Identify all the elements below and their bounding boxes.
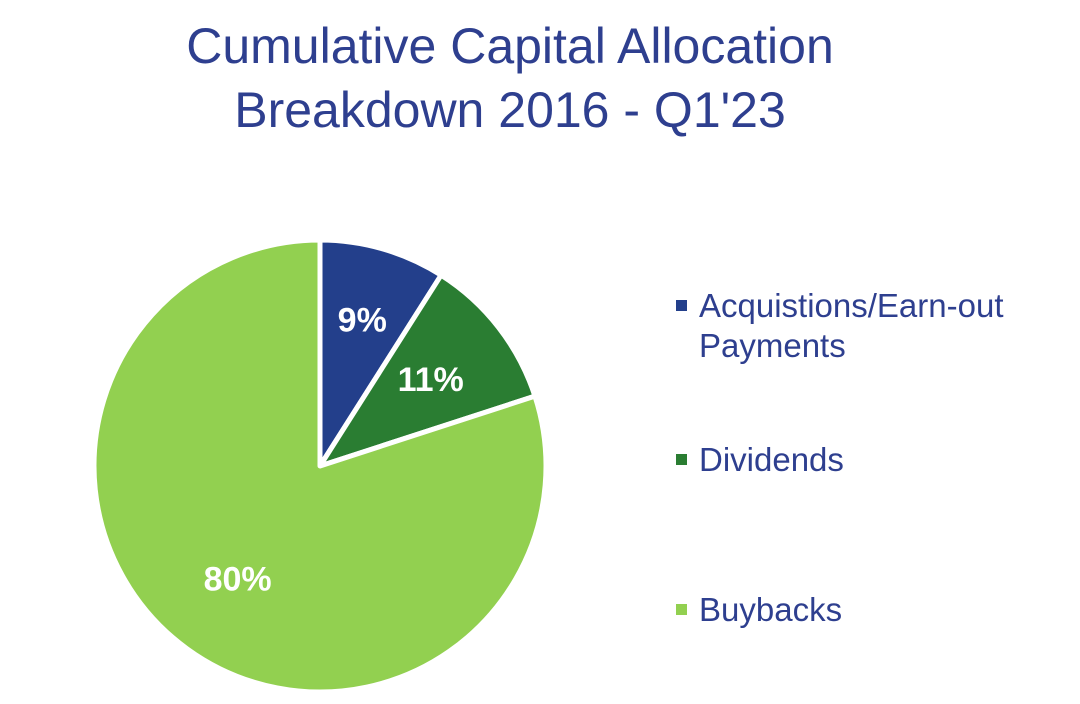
legend-swatch-acquisitions xyxy=(676,300,687,311)
data-label-acquisitions: 9% xyxy=(338,302,387,340)
data-label-dividends: 11% xyxy=(398,361,464,399)
pie-slice-buybacks xyxy=(91,237,549,695)
legend-label-acquisitions-line-1: Acquistions/Earn-out xyxy=(699,287,1004,324)
legend-swatch-buybacks xyxy=(676,604,687,615)
pie-slice-dividends xyxy=(317,272,538,469)
legend-label-dividends: Dividends xyxy=(699,441,844,478)
chart-title-line-1: Cumulative Capital Allocation xyxy=(186,18,834,74)
legend: Acquistions/Earn-out Payments Dividends … xyxy=(676,0,1076,704)
legend-item-dividends: Dividends xyxy=(676,440,1076,480)
chart-title: Cumulative Capital Allocation Breakdown … xyxy=(0,14,1020,142)
legend-swatch-dividends xyxy=(676,454,687,465)
legend-label-acquisitions: Acquistions/Earn-out Payments xyxy=(699,286,1059,366)
chart-title-line-2: Breakdown 2016 - Q1'23 xyxy=(234,82,786,138)
pie-slice-acquisitions xyxy=(317,237,444,469)
data-label-buybacks: 80% xyxy=(204,560,272,598)
legend-label-acquisitions-line-2: Payments xyxy=(699,327,846,364)
legend-item-buybacks: Buybacks xyxy=(676,590,1076,630)
legend-label-buybacks: Buybacks xyxy=(699,591,843,628)
legend-item-acquisitions: Acquistions/Earn-out Payments xyxy=(676,286,1076,366)
